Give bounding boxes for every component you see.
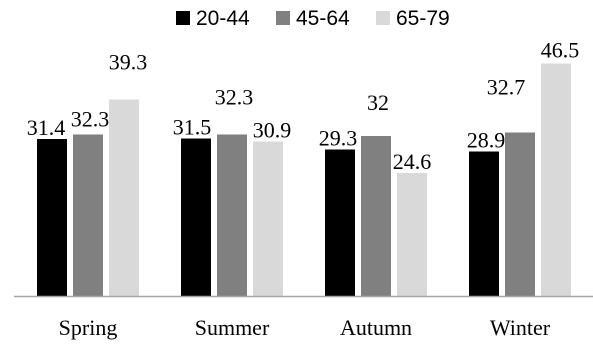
- category-label-winter: Winter: [490, 315, 551, 340]
- category-labels: Spring Summer Autumn Winter: [59, 315, 551, 340]
- category-label-autumn: Autumn: [340, 315, 412, 340]
- category-label-summer: Summer: [195, 315, 270, 340]
- value-label-summer-65-79: 30.9: [253, 118, 292, 143]
- value-label-summer-45-64: 32.3: [215, 85, 254, 110]
- legend-label-20-44: 20-44: [196, 7, 250, 30]
- value-label-spring-20-44: 31.4: [27, 115, 66, 140]
- bars: [37, 63, 571, 296]
- bar-summer-65-79: [253, 141, 283, 296]
- legend-swatch-20-44: [176, 11, 190, 25]
- legend: 20-44 45-64 65-79: [176, 7, 450, 30]
- value-label-autumn-65-79: 24.6: [393, 149, 432, 174]
- bar-autumn-20-44: [325, 149, 355, 296]
- bar-summer-45-64: [217, 134, 247, 296]
- bar-autumn-65-79: [397, 173, 427, 296]
- value-label-autumn-20-44: 29.3: [319, 126, 358, 151]
- value-label-winter-20-44: 28.9: [467, 128, 506, 153]
- value-label-spring-45-64: 32.3: [71, 107, 110, 132]
- value-labels: 31.4 32.339.331.532.330.9 29.33224.628.932…: [27, 38, 580, 175]
- legend-swatch-65-79: [376, 11, 390, 25]
- bar-summer-20-44: [181, 138, 211, 296]
- bar-winter-65-79: [541, 63, 571, 296]
- category-label-spring: Spring: [59, 315, 118, 340]
- bar-winter-45-64: [505, 132, 535, 296]
- value-label-spring-65-79: 39.3: [109, 50, 148, 75]
- value-label-summer-20-44: 31.5: [173, 115, 212, 140]
- bar-spring-45-64: [73, 134, 103, 296]
- legend-label-45-64: 45-64: [296, 7, 350, 30]
- legend-label-65-79: 65-79: [396, 7, 450, 30]
- legend-swatch-45-64: [276, 11, 290, 25]
- bar-spring-65-79: [109, 99, 139, 296]
- bar-spring-20-44: [37, 139, 67, 296]
- value-label-winter-45-64: 32.7: [487, 75, 526, 100]
- bar-autumn-45-64: [361, 136, 391, 296]
- value-label-autumn-45-64: 32: [367, 90, 389, 115]
- bar-winter-20-44: [469, 151, 499, 296]
- value-label-winter-65-79: 46.5: [541, 38, 580, 63]
